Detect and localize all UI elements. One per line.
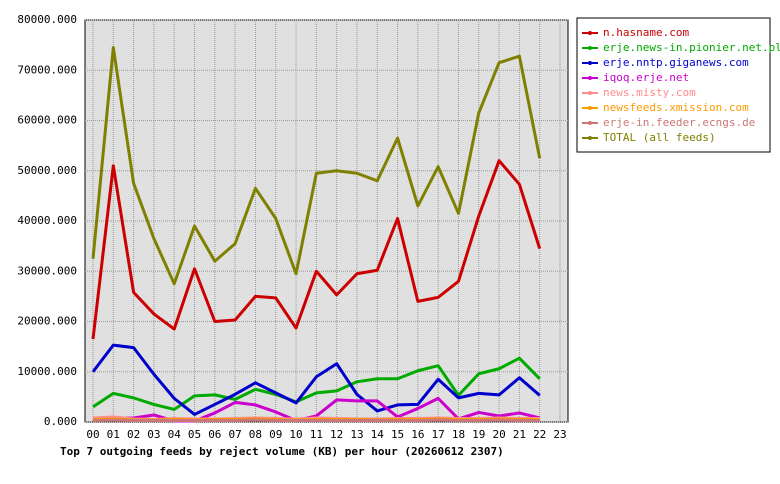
x-tick-label: 04	[168, 428, 182, 441]
x-tick-label: 21	[513, 428, 526, 441]
y-tick-label: 50000.000	[17, 164, 77, 177]
x-tick-label: 18	[452, 428, 465, 441]
x-tick-label: 13	[350, 428, 363, 441]
legend-label: erje.news-in.pionier.net.pl	[603, 41, 780, 54]
y-tick-label: 40000.000	[17, 214, 77, 227]
legend-marker	[588, 106, 592, 110]
legend-marker	[588, 76, 592, 80]
x-tick-label: 19	[472, 428, 485, 441]
x-axis-label: Top 7 outgoing feeds by reject volume (K…	[60, 445, 504, 458]
x-tick-label: 05	[188, 428, 201, 441]
y-tick-label: 10000.000	[17, 365, 77, 378]
x-tick-label: 06	[208, 428, 221, 441]
legend-marker	[588, 61, 592, 65]
x-tick-label: 17	[432, 428, 445, 441]
x-tick-label: 23	[553, 428, 566, 441]
series-line	[91, 343, 541, 416]
x-tick-label: 01	[107, 428, 120, 441]
legend-marker	[588, 136, 592, 140]
legend-label: news.misty.com	[603, 86, 696, 99]
y-tick-label: 60000.000	[17, 114, 77, 127]
legend-marker	[588, 91, 592, 95]
series-line	[92, 356, 541, 411]
x-tick-label: 15	[391, 428, 404, 441]
x-tick-label: 00	[86, 428, 99, 441]
y-tick-label: 70000.000	[17, 63, 77, 76]
y-tick-label: 30000.000	[17, 264, 77, 277]
x-tick-label: 14	[371, 428, 385, 441]
legend-label: erje-in.feeder.ecngs.de	[603, 116, 755, 129]
legend-label: newsfeeds.xmission.com	[603, 101, 749, 114]
y-tick-label: 80000.000	[17, 13, 77, 26]
legend-label: TOTAL (all feeds)	[603, 131, 716, 144]
y-tick-label: 20000.000	[17, 315, 77, 328]
legend-marker	[588, 46, 592, 50]
legend-label: n.hasname.com	[603, 26, 689, 39]
x-tick-label: 02	[127, 428, 140, 441]
x-tick-label: 09	[269, 428, 282, 441]
y-tick-label: 0.000	[44, 415, 77, 428]
legend-label: erje.nntp.giganews.com	[603, 56, 749, 69]
x-tick-label: 12	[330, 428, 343, 441]
x-tick-label: 07	[229, 428, 242, 441]
series-line	[92, 418, 540, 422]
x-tick-label: 16	[411, 428, 424, 441]
x-tick-label: 03	[147, 428, 160, 441]
series-line	[91, 159, 542, 340]
x-tick-label: 11	[310, 428, 323, 441]
x-tick-label: 10	[289, 428, 302, 441]
legend-label: iqoq.erje.net	[603, 71, 689, 84]
legend-marker	[588, 121, 592, 125]
series-line	[91, 46, 542, 286]
legend-box	[576, 17, 771, 153]
x-tick-label: 22	[533, 428, 546, 441]
x-tick-label: 08	[249, 428, 262, 441]
x-tick-label: 20	[492, 428, 505, 441]
legend-marker	[588, 31, 592, 35]
